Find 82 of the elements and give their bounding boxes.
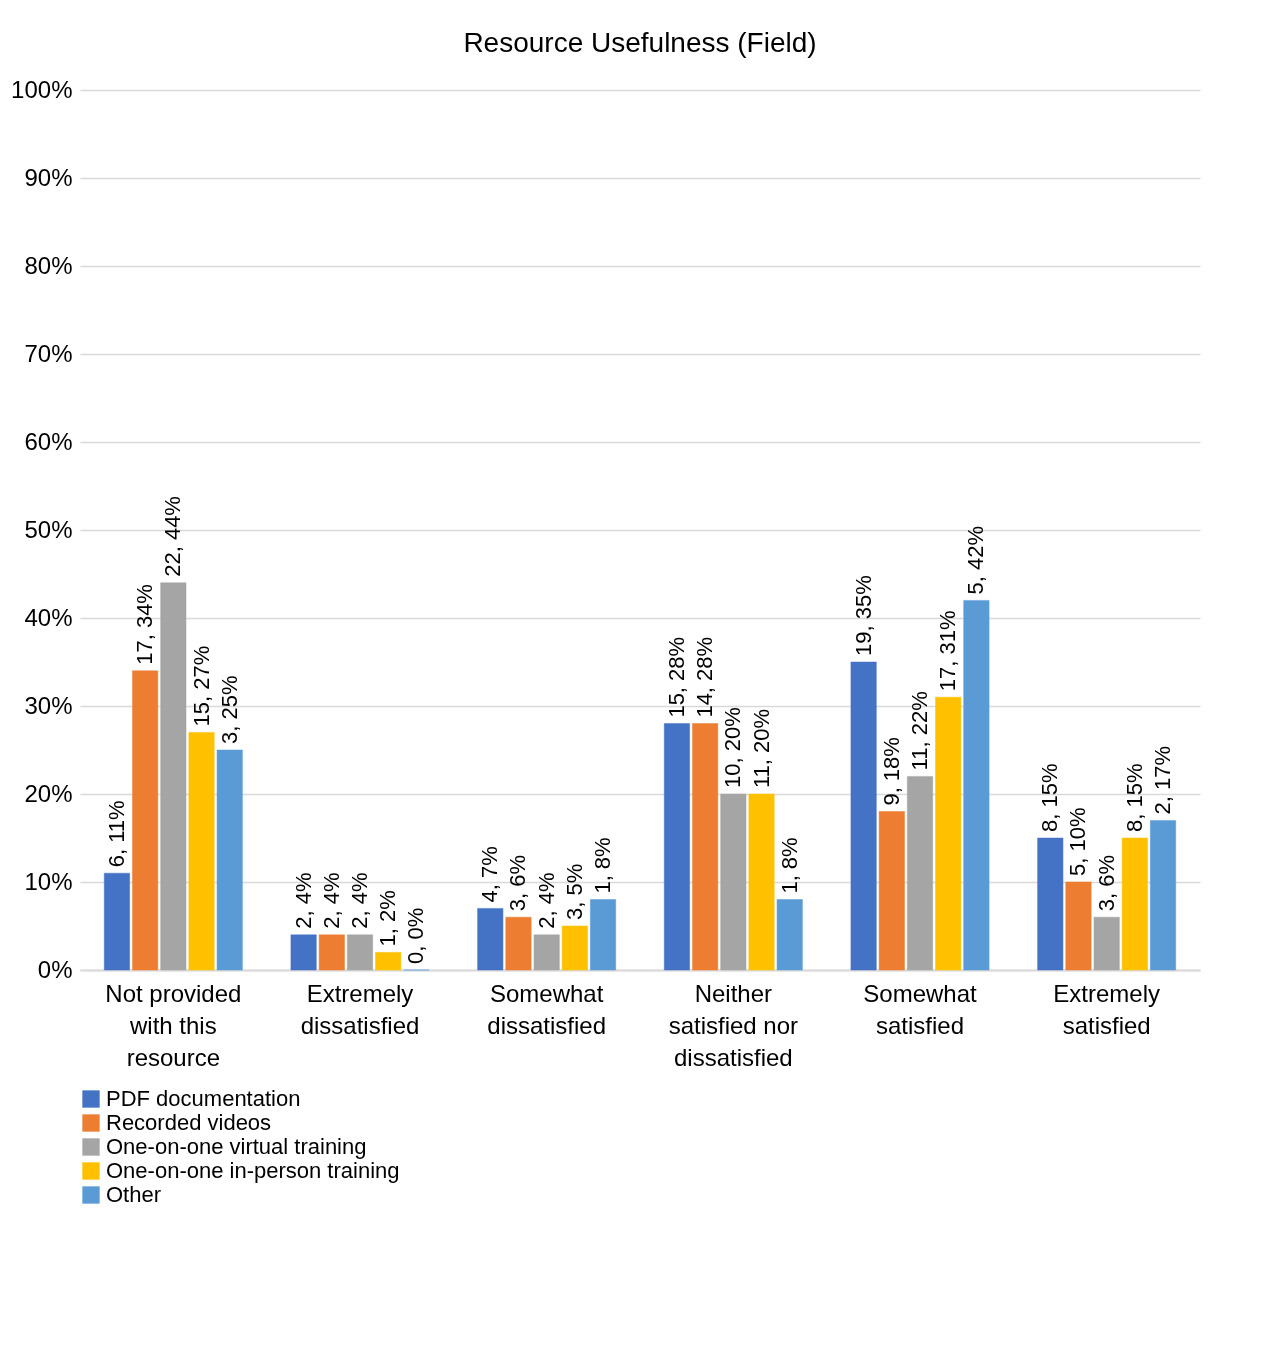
bar [160, 582, 187, 971]
data-label: 1, 8% [590, 837, 616, 894]
data-label: 19, 35% [850, 575, 876, 656]
data-label: 2, 17% [1150, 745, 1176, 815]
bar [590, 899, 616, 971]
bar [1065, 881, 1092, 971]
y-tick-label: 70% [24, 339, 73, 367]
bar [907, 776, 933, 971]
x-tick-label: Extremely satisfied [1053, 979, 1161, 1039]
y-tick-label: 10% [24, 867, 73, 895]
x-tick-label: Neither satisfied nor dissatisfied [668, 979, 799, 1071]
data-label: 14, 28% [692, 636, 718, 718]
y-tick-label: 60% [24, 427, 73, 455]
data-label: 6, 11% [103, 800, 129, 868]
data-label: 11, 20% [748, 708, 774, 788]
bar [290, 934, 317, 971]
legend-label: One-on-one virtual training [106, 1134, 367, 1159]
data-label: 17, 31% [935, 610, 961, 692]
x-tick-label: Somewhat dissatisfied [487, 979, 607, 1039]
data-label: 1, 8% [776, 837, 802, 894]
y-tick-label: 40% [24, 603, 73, 631]
data-label: 15, 27% [188, 645, 214, 727]
bar [1093, 916, 1120, 971]
y-tick-label: 0% [37, 955, 73, 983]
data-label: 4, 7% [477, 846, 503, 903]
data-label: 8, 15% [1037, 763, 1063, 832]
data-label: 2, 4% [318, 872, 344, 929]
y-tick-label: 30% [24, 691, 73, 719]
data-label: 3, 6% [505, 854, 531, 912]
bar [477, 908, 504, 971]
y-tick-label: 100% [11, 75, 73, 103]
data-label: 10, 20% [720, 707, 746, 788]
y-tick-label: 50% [24, 515, 73, 543]
data-label: 22, 44% [160, 496, 186, 577]
data-label: 5, 42% [963, 525, 989, 595]
bar [533, 934, 560, 971]
bar [132, 670, 159, 971]
data-label: 2, 4% [290, 872, 316, 929]
legend-label: One-on-one in-person training [106, 1158, 400, 1183]
bar [878, 811, 905, 971]
chart-title: Resource Usefulness (Field) [463, 27, 817, 58]
y-tick-label: 80% [24, 251, 73, 279]
y-tick-label: 20% [24, 779, 73, 807]
bar [776, 899, 803, 971]
data-label: 1, 2% [375, 890, 401, 947]
legend-label: Other [106, 1182, 162, 1207]
data-label: 2, 4% [533, 872, 559, 929]
bar [375, 952, 402, 971]
data-label: 9, 18% [878, 737, 904, 806]
bar [963, 600, 990, 971]
bar [664, 723, 690, 971]
bar [850, 661, 877, 971]
data-label: 15, 28% [663, 636, 689, 718]
bar [692, 723, 719, 971]
data-label: 3, 6% [1093, 854, 1119, 912]
data-label: 0, 0% [403, 907, 429, 964]
bar [935, 696, 962, 971]
bar [216, 749, 243, 971]
legend-label: PDF documentation [106, 1086, 301, 1111]
data-label: 8, 15% [1121, 763, 1147, 832]
data-label: 17, 34% [132, 584, 158, 665]
y-tick-label: 90% [24, 163, 73, 191]
bar [561, 925, 588, 971]
data-label: 3, 25% [216, 675, 242, 744]
x-tick-label: Not provided with this resource [105, 979, 242, 1071]
data-label: 2, 4% [347, 872, 372, 929]
bar [347, 934, 373, 971]
bar [104, 872, 130, 971]
bar [1121, 837, 1148, 971]
bar [505, 916, 532, 971]
bar [720, 793, 747, 971]
data-label: 11, 22% [907, 691, 932, 771]
legend-label: Recorded videos [106, 1110, 272, 1135]
x-tick-label: Somewhat satisfied [863, 979, 978, 1039]
bar [318, 934, 345, 971]
data-label: 5, 10% [1065, 807, 1091, 876]
bar [748, 793, 775, 971]
bar [1037, 837, 1064, 971]
x-tick-label: Extremely dissatisfied [300, 979, 420, 1039]
bar [1150, 820, 1176, 971]
data-label: 3, 5% [561, 863, 587, 920]
bar [188, 732, 215, 971]
